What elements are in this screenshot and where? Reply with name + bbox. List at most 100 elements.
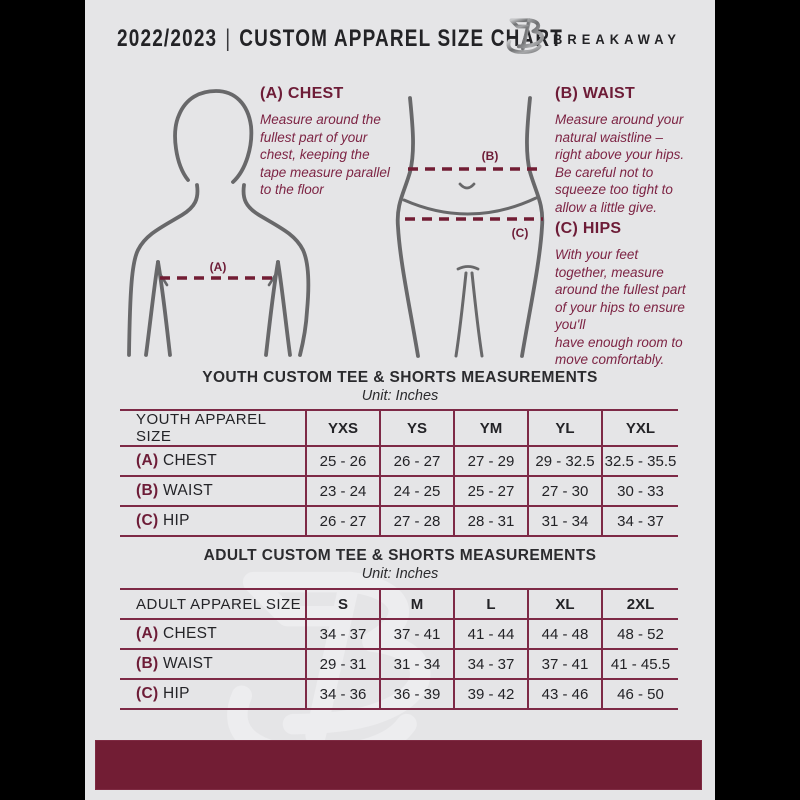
breakaway-logo-icon [506,18,544,55]
adult-chest-row: (A) CHEST 34 - 37 37 - 41 41 - 44 44 - 4… [120,619,678,650]
row-prefix: (A) [136,625,159,642]
hips-instruction: (C) HIPS With your feet together, measur… [555,220,710,369]
right-inner-leg [470,271,484,358]
row-label: WAIST [163,655,214,672]
left-armpit-torso-side [156,260,172,357]
adult-waist-row: (B) WAIST 29 - 31 31 - 34 34 - 37 37 - 4… [120,649,678,680]
adult-size-l: L [486,595,496,613]
youth-waist-row: (B) WAIST 23 - 24 24 - 25 25 - 27 27 - 3… [120,476,678,507]
cell-value: 24 - 25 [379,476,454,507]
youth-chest-row: (A) CHEST 25 - 26 26 - 27 27 - 29 29 - 3… [120,446,678,477]
upper-body-diagram: (A) [127,89,311,357]
cell-value: 48 - 52 [601,619,678,650]
row-label: CHEST [163,452,218,469]
cell-value: 26 - 27 [379,446,454,477]
title-separator: | [225,25,232,52]
left-pillarbox [0,0,85,800]
youth-hip-row: (C) HIP 26 - 27 27 - 28 28 - 31 31 - 34 … [120,506,678,537]
cell-value: 27 - 28 [379,506,454,537]
cell-value: 46 - 50 [601,679,678,710]
adult-size-col-header: ADULT APPAREL SIZE [120,588,306,620]
cell-value: 36 - 39 [379,679,454,710]
cell-value: 25 - 26 [305,446,380,477]
waist-instruction-heading: (B) WAIST [555,85,636,102]
cell-value: 28 - 31 [453,506,528,537]
cell-value: 32.5 - 35.5 [601,446,678,477]
adult-header-row: ADULT APPAREL SIZE S M L XL 2XL [120,588,678,620]
row-label: HIP [163,685,190,702]
chest-instruction-heading: (A) CHEST [260,85,344,102]
youth-size-yxl: YXL [625,419,656,437]
hip-line-label: (C) [512,226,529,240]
cell-value: 34 - 37 [601,506,678,537]
cell-value: 39 - 42 [453,679,528,710]
right-armpit-arm-inner [276,260,292,357]
title-year: 2022/2023 [117,25,218,52]
row-prefix: (C) [136,685,159,702]
right-pillarbox [715,0,800,800]
adult-size-2xl: 2XL [626,595,655,613]
cell-value: 34 - 36 [305,679,380,710]
cell-value: 31 - 34 [379,649,454,680]
cell-value: 29 - 32.5 [527,446,602,477]
cell-value: 27 - 30 [527,476,602,507]
adult-table-unit: Unit: Inches [361,566,439,582]
row-label: HIP [163,512,190,529]
cell-value: 43 - 46 [527,679,602,710]
cell-value: 34 - 37 [305,619,380,650]
navel-curve [458,182,476,190]
brand-name: BREAKAWAY [553,31,682,47]
cell-value: 23 - 24 [305,476,380,507]
cell-value: 41 - 44 [453,619,528,650]
cell-value: 37 - 41 [379,619,454,650]
hips-instruction-text: With your feet together, measure around … [555,247,686,367]
row-label: WAIST [163,482,214,499]
cell-value: 27 - 29 [453,446,528,477]
page-title: 2022/2023 | CUSTOM APPAREL SIZE CHART [117,25,563,53]
hips-instruction-heading: (C) HIPS [555,220,622,237]
row-prefix: (B) [136,655,159,672]
footer-accent-bar [95,740,702,790]
youth-size-ym: YM [479,419,503,437]
waist-line-label: (B) [482,149,499,163]
adult-table-title: ADULT CUSTOM TEE & SHORTS MEASUREMENTS [203,547,597,564]
cell-value: 41 - 45.5 [601,649,678,680]
adult-size-xl: XL [555,595,575,613]
right-shoulder-arm [241,183,311,357]
waist-instruction: (B) WAIST Measure around your natural wa… [555,85,710,216]
crotch-curve [456,265,480,271]
adult-size-m: M [410,595,424,613]
youth-size-col-header: YOUTH APPAREL SIZE [120,409,306,447]
size-chart-page: 2022/2023 | CUSTOM APPAREL SIZE CHART BREA… [85,0,715,800]
row-prefix: (A) [136,452,159,469]
cell-value: 30 - 33 [601,476,678,507]
adult-size-s: S [337,595,348,613]
youth-size-ys: YS [406,419,427,437]
adult-hip-row: (C) HIP 34 - 36 36 - 39 39 - 42 43 - 46 … [120,679,678,710]
row-prefix: (B) [136,482,159,499]
adult-size-table: ADULT APPAREL SIZE S M L XL 2XL (A) CHES… [120,588,678,710]
youth-table-unit: Unit: Inches [361,388,439,404]
left-shoulder-arm [127,183,200,357]
head-outline [173,89,254,184]
left-inner-leg [454,271,468,358]
youth-table-title: YOUTH CUSTOM TEE & SHORTS MEASUREMENTS [202,369,598,386]
row-label: CHEST [163,625,218,642]
right-side-outline [520,96,545,358]
brief-line-curve [402,196,538,216]
right-armpit-tick [267,272,278,287]
left-armpit-arm-inner [144,260,160,357]
cell-value: 31 - 34 [527,506,602,537]
right-armpit-torso-side [264,260,280,357]
youth-size-table: YOUTH APPAREL SIZE YXS YS YM YL YXL (A) … [120,409,678,537]
waist-instruction-text: Measure around your natural waistline – … [555,112,685,215]
cell-value: 29 - 31 [305,649,380,680]
chest-instruction-text: Measure around the fullest part of your … [260,112,390,197]
row-prefix: (C) [136,512,159,529]
cell-value: 34 - 37 [453,649,528,680]
lower-body-diagram: (B) (C) [395,96,545,358]
cell-value: 44 - 48 [527,619,602,650]
left-side-outline [395,96,420,358]
youth-size-yl: YL [555,419,575,437]
youth-size-yxs: YXS [327,419,358,437]
